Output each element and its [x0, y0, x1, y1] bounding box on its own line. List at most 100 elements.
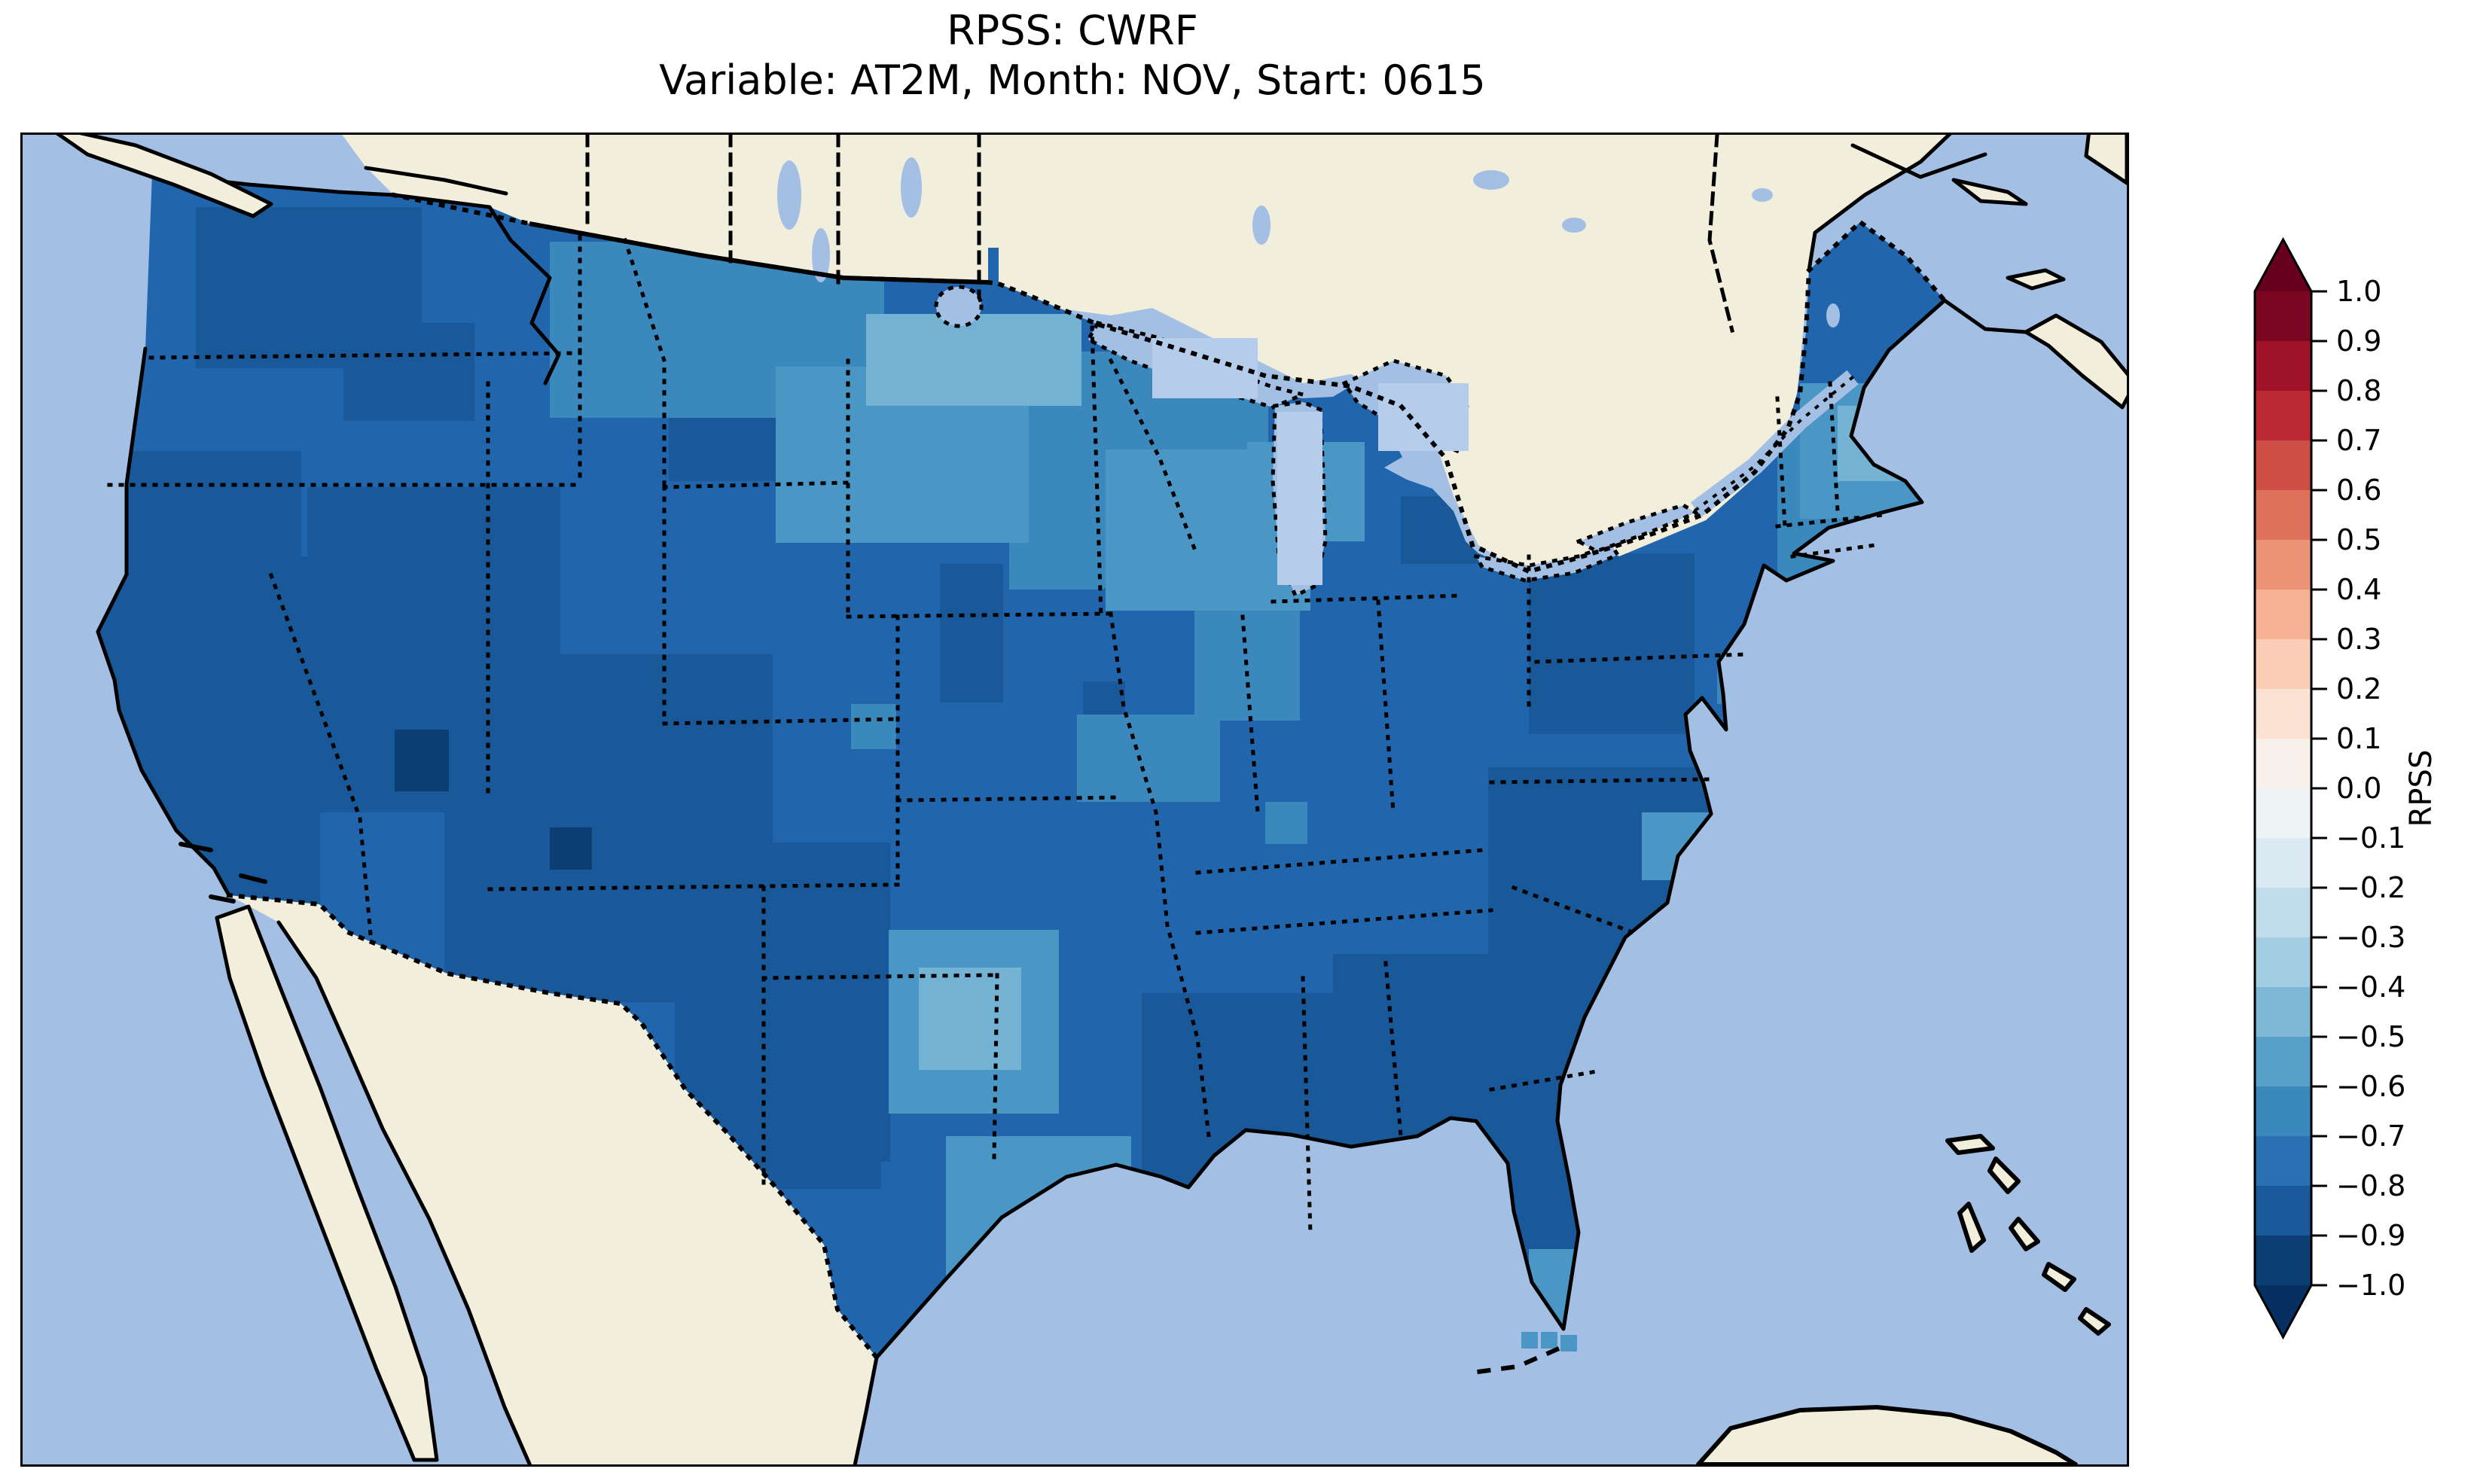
- rpss-cell-n7: [1265, 802, 1307, 844]
- colorbar-band: [2255, 590, 2311, 640]
- colorbar-band: [2255, 391, 2311, 441]
- colorbar-tick-label: −0.8: [2336, 1169, 2405, 1202]
- colorbar-tick-label: 0.3: [2336, 623, 2381, 656]
- colorbar-band: [2255, 291, 2311, 342]
- colorbar-tick-label: −0.4: [2336, 971, 2405, 1004]
- coast-atlantic-gulf: [874, 298, 1947, 1360]
- bahamas-3: [1957, 1202, 1986, 1253]
- state-borders: [107, 235, 1885, 1236]
- colorbar-tick-label: −0.9: [2336, 1219, 2405, 1252]
- lake-masked-cells: [1152, 338, 1469, 585]
- title-line-1: RPSS: CWRF: [947, 7, 1198, 54]
- colorbar-band: [2255, 788, 2311, 839]
- lake-masked-cell: [1277, 412, 1322, 585]
- vancouver-island: [56, 135, 273, 218]
- colorbar-extend-under: [2255, 1285, 2311, 1337]
- rpss-cell-n9: [1529, 553, 1695, 734]
- canada-border-dotted: [391, 192, 1948, 574]
- colorbar-band: [2255, 689, 2311, 739]
- colorbar: 1.0 0.9 0.8 0.7 0.6 0.5 0.4 0.3 0.2 0.1 0.0 −0.1 −0.…: [2229, 218, 2474, 1423]
- keys-cell: [1560, 1335, 1577, 1351]
- rpss-cell-n10: [550, 827, 592, 870]
- rpss-cell-n10: [395, 730, 449, 791]
- bahamas-4: [2009, 1217, 2040, 1251]
- colorbar-tick-label: 0.7: [2336, 424, 2381, 457]
- colorbar-extend-over: [2255, 239, 2311, 291]
- colorbar-tick-label: −1.0: [2336, 1269, 2405, 1302]
- rpss-cell-n5: [866, 314, 1081, 406]
- colorbar-band: [2255, 1186, 2311, 1236]
- colorbar-tick-label: 1.0: [2336, 275, 2381, 308]
- bahamas-2: [1987, 1156, 2021, 1194]
- colorbar-tick-label: 0.5: [2336, 523, 2381, 556]
- atlantic-canada-islands: [1951, 135, 2127, 410]
- colorbar-tick-label: −0.5: [2336, 1020, 2405, 1053]
- rpss-cell-n9: [940, 564, 1003, 702]
- colorbar-tick-label: 0.6: [2336, 474, 2381, 507]
- colorbar-band: [2255, 937, 2311, 988]
- map-figure: [20, 133, 2129, 1467]
- lake-erie: [1472, 543, 1621, 583]
- colorbar-tick-label: −0.2: [2336, 871, 2405, 904]
- colorbar-tick-label: 0.9: [2336, 325, 2381, 358]
- conus-rpss-map: [23, 135, 2127, 1464]
- coastlines: [96, 135, 2028, 1464]
- canada-small-lakes: [777, 157, 1840, 328]
- colorbar-band: [2255, 888, 2311, 938]
- colorbar-band: [2255, 1236, 2311, 1286]
- keys-cell: [1541, 1332, 1557, 1348]
- anticosti-island: [1951, 178, 2028, 206]
- title-line-2: Variable: AT2M, Month: NOV, Start: 0615: [659, 56, 1486, 104]
- channel-islands: [178, 842, 267, 904]
- colorbar-band: [2255, 838, 2311, 888]
- cuba: [1696, 1405, 2078, 1464]
- baja-peninsula: [215, 904, 439, 1462]
- colorbar-band: [2255, 1037, 2311, 1087]
- colorbar-band: [2255, 1086, 2311, 1137]
- colorbar-tick-label: −0.1: [2336, 821, 2405, 855]
- lake-masked-cell: [1378, 383, 1469, 451]
- colorbar-svg: 1.0 0.9 0.8 0.7 0.6 0.5 0.4 0.3 0.2 0.1 0.0 −0.1 −0.…: [2253, 236, 2439, 1340]
- canada-border: [391, 192, 1948, 574]
- colorbar-band: [2255, 490, 2311, 541]
- lake-of-the-woods: [934, 285, 984, 328]
- colorbar-tick-label: −0.3: [2336, 921, 2405, 954]
- colorbar-tick-label: 0.1: [2336, 722, 2381, 755]
- rpss-cell-n9: [731, 1023, 881, 1189]
- colorbar-band: [2255, 341, 2311, 392]
- bahamas-6: [2078, 1307, 2111, 1336]
- colorbar-tick-label: 0.2: [2336, 672, 2381, 705]
- mexico-border-dotted: [226, 892, 880, 1361]
- rpss-cell-n9: [343, 323, 474, 421]
- coast-strait-north: [364, 166, 508, 196]
- rpss-cell-n5: [919, 967, 1021, 1070]
- colorbar-band: [2255, 540, 2311, 590]
- lake-ontario: [1574, 503, 1701, 553]
- colorbar-tick-label: −0.7: [2336, 1120, 2405, 1153]
- keys-cell: [1521, 1332, 1538, 1348]
- colorbar-band: [2255, 1136, 2311, 1187]
- florida-keys-cells: [1521, 1332, 1577, 1351]
- bahamas-5: [2042, 1262, 2076, 1292]
- rpss-cell-n7: [851, 704, 896, 749]
- florida-keys-arc: [1472, 1346, 1560, 1375]
- colorbar-tick-label: −0.6: [2336, 1070, 2405, 1103]
- colorbar-band: [2255, 739, 2311, 789]
- colorbar-band: [2255, 987, 2311, 1038]
- nova-scotia: [2024, 313, 2127, 410]
- figure-title: RPSS: CWRF Variable: AT2M, Month: NOV, S…: [20, 6, 2125, 105]
- rpss-cell-n7: [1077, 715, 1220, 802]
- bahamas-1: [1945, 1134, 1995, 1155]
- newfoundland-corner: [2084, 135, 2127, 185]
- colorbar-band: [2255, 639, 2311, 690]
- mexico-land: [229, 895, 877, 1464]
- colorbar-tick-label: 0.4: [2336, 573, 2381, 606]
- caribbean-islands: [1472, 1134, 2111, 1464]
- province-borders: [585, 135, 1735, 334]
- coast-mexico: [276, 920, 879, 1464]
- canada-land: [342, 135, 1948, 571]
- colorbar-tick-label: 0.0: [2336, 772, 2381, 805]
- colorbar-axis-label: RPSS: [2404, 750, 2439, 827]
- prince-edward-island: [2006, 268, 2066, 291]
